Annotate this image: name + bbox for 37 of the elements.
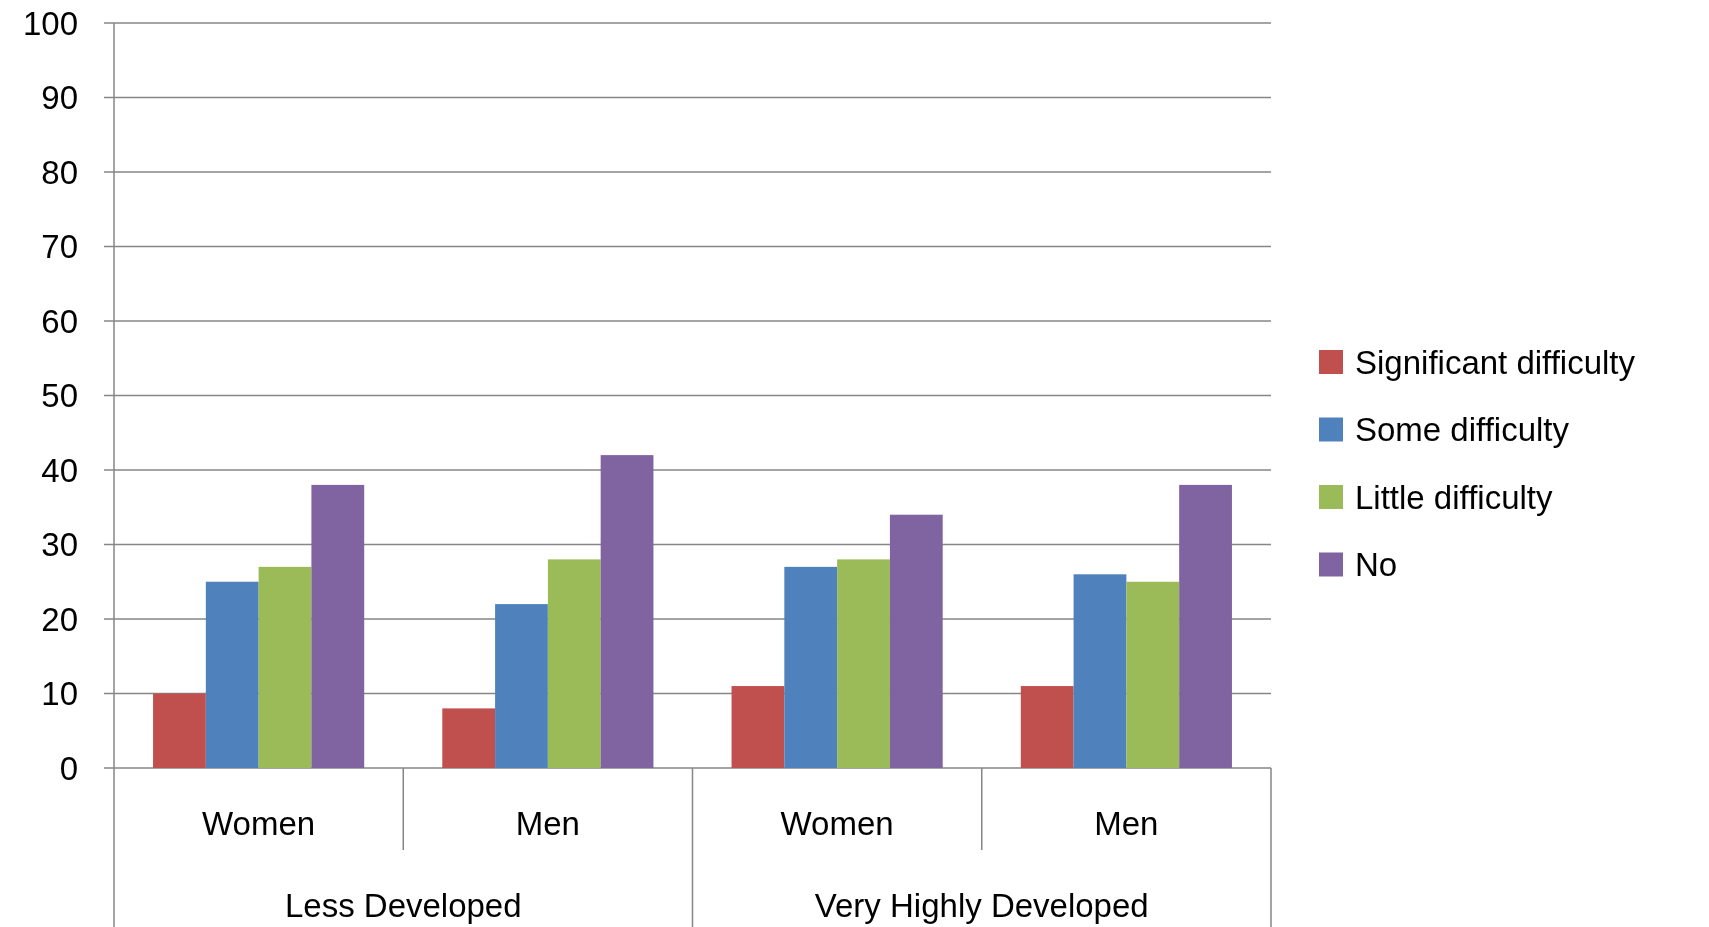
y-tick-label: 90 (41, 79, 78, 117)
bar (205, 581, 259, 768)
bar (889, 514, 943, 768)
y-tick-label: 40 (41, 451, 78, 489)
bar (153, 693, 206, 768)
bar (1179, 484, 1232, 768)
bar (1073, 574, 1127, 768)
y-tick-label: 100 (22, 4, 78, 42)
x-tick-label: Women (780, 804, 894, 842)
bar (1126, 581, 1180, 768)
bar (731, 686, 785, 768)
y-tick-label: 70 (41, 228, 78, 266)
y-tick-label: 50 (41, 377, 78, 415)
bar (837, 559, 890, 768)
x-tick-label: Men (515, 804, 580, 842)
y-tick-label: 20 (41, 600, 78, 638)
bar (442, 708, 496, 768)
text: Very Highly Developed (814, 886, 1149, 924)
y-tick-label: 30 (41, 526, 78, 564)
bar (1020, 686, 1074, 768)
y-tick-label: 10 (41, 675, 78, 713)
legend-label: Little difficulty (1355, 478, 1553, 516)
bar (495, 604, 548, 768)
y-tick-label: 0 (59, 749, 78, 787)
legend-label: Some difficulty (1355, 411, 1570, 449)
legend-label: Significant difficulty (1355, 343, 1636, 381)
x-tick-label: Women (202, 804, 316, 842)
legend-label: No (1355, 546, 1398, 584)
x-tick-label: Men (1094, 804, 1159, 842)
y-tick-label: 80 (41, 153, 78, 191)
bar (311, 484, 365, 768)
text: Less Developed (284, 886, 522, 924)
y-tick-label: 60 (41, 302, 78, 340)
bar (547, 559, 601, 768)
bar (258, 566, 312, 768)
bar (784, 566, 838, 768)
bar (600, 455, 654, 768)
